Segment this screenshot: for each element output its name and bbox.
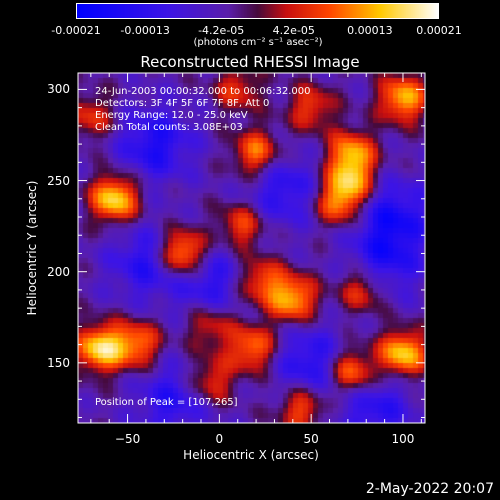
y-tick-label: 150: [47, 355, 70, 370]
x-tick-label: −50: [114, 432, 141, 446]
colorbar-tick-label: 0.00013: [347, 24, 393, 37]
info-total-counts: Clean Total counts: 3.08E+03: [95, 122, 243, 133]
y-tick-label: 250: [47, 173, 70, 188]
colorbar-tick-label: -0.00021: [51, 24, 101, 37]
x-axis-label: Heliocentric X (arcsec): [183, 448, 319, 462]
colorbar-tick-label: 0.00021: [416, 24, 462, 37]
colorbar-tick-label: -0.00013: [120, 24, 170, 37]
y-tick-label: 200: [47, 264, 70, 279]
x-tick-label: 50: [303, 432, 319, 446]
info-detectors: Detectors: 3F 4F 5F 6F 7F 8F, Att 0: [95, 98, 270, 109]
colorbar-units: (photons cm⁻² s⁻¹ asec⁻²): [193, 37, 323, 48]
y-tick-label: 300: [47, 82, 70, 97]
colorbar-tick-label: -4.2e-05: [198, 24, 245, 37]
x-tick-label: 0: [215, 432, 224, 446]
timestamp: 2-May-2022 20:07: [365, 481, 494, 497]
plot-title: Reconstructed RHESSI Image: [140, 53, 360, 71]
colorbar-tick-label: 4.2e-05: [272, 24, 315, 37]
x-tick-label: 100: [391, 432, 415, 446]
info-energy-range: Energy Range: 12.0 - 25.0 keV: [95, 110, 248, 121]
y-axis-label: Heliocentric Y (arcsec): [25, 180, 39, 316]
info-time-range: 24-Jun-2003 00:00:32.000 to 00:06:32.000: [95, 86, 311, 97]
colorbar: [76, 3, 439, 19]
peak-position-label: Position of Peak = [107,265]: [95, 397, 238, 408]
